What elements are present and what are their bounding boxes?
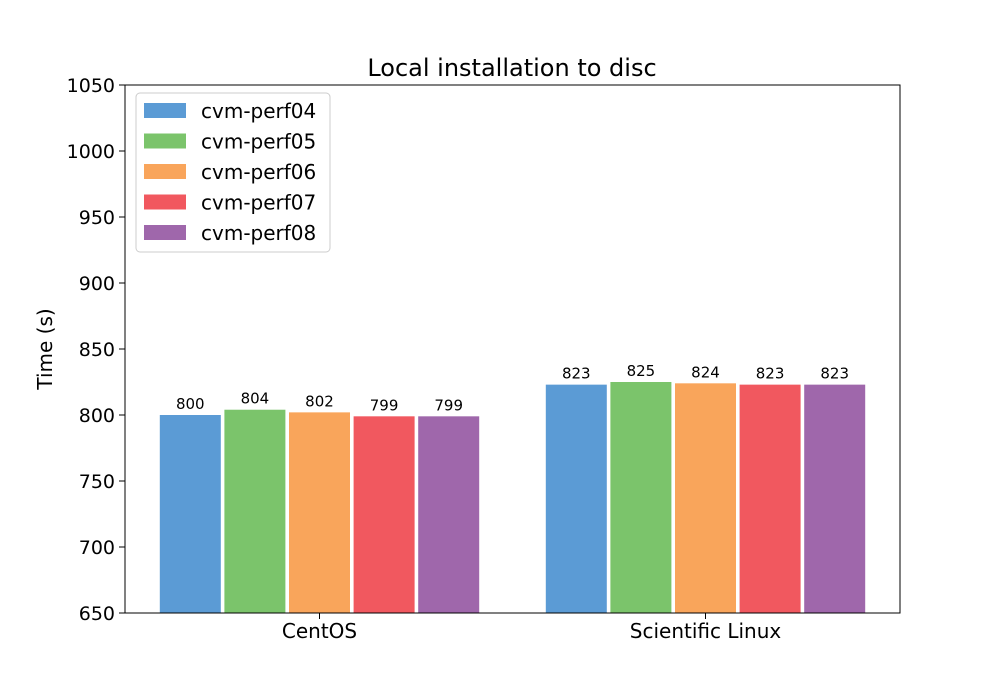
chart-title: Local installation to disc — [367, 54, 656, 82]
legend-label: cvm-perf08 — [201, 221, 316, 245]
bar-value-label: 800 — [176, 395, 205, 413]
bar-cvm-perf05-scientific-linux — [610, 382, 672, 613]
legend-swatch — [144, 164, 186, 179]
y-tick-label: 650 — [79, 603, 115, 625]
y-axis-label: Time (s) — [33, 308, 57, 390]
x-tick-label: CentOS — [282, 619, 357, 643]
bar-value-label: 799 — [370, 396, 399, 414]
legend-label: cvm-perf05 — [201, 130, 316, 154]
legend-swatch — [144, 133, 186, 149]
plot-area-frame — [124, 84, 901, 614]
bar-cvm-perf08-scientific-linux — [804, 384, 866, 613]
legend-swatch — [144, 225, 186, 240]
legend-label: cvm-perf04 — [201, 99, 316, 123]
bar-value-label: 802 — [305, 392, 334, 410]
legend: cvm-perf04 cvm-perf05 cvm-perf06 cvm-perf07… — [135, 92, 331, 253]
bar-cvm-perf06-scientific-linux — [675, 383, 736, 613]
bar-value-label: 825 — [627, 362, 656, 380]
bar-value-label: 823 — [756, 365, 785, 383]
bar-cvm-perf07-scientific-linux — [739, 384, 801, 613]
bar-value-label: 824 — [691, 363, 720, 381]
y-tick-label: 1050 — [67, 75, 115, 97]
x-tick-label: Scientific Linux — [630, 619, 782, 643]
legend-swatch — [144, 103, 186, 118]
legend-label: cvm-perf06 — [201, 160, 316, 184]
y-tick-label: 750 — [79, 471, 115, 493]
y-tick-label: 800 — [79, 405, 115, 427]
y-tick-label: 1000 — [67, 141, 115, 163]
bar-cvm-perf06-centos — [289, 412, 350, 613]
bar-cvm-perf05-centos — [224, 409, 286, 613]
y-tick-label: 950 — [79, 207, 115, 229]
y-tick-label: 900 — [79, 273, 115, 295]
y-ticks-group: 650 700 750 800 850 900 950 1000 1050 — [67, 75, 125, 625]
bar-cvm-perf08-centos — [418, 416, 480, 613]
bar-value-label: 823 — [562, 365, 591, 383]
bar-value-label: 823 — [820, 365, 849, 383]
bar-cvm-perf04-scientific-linux — [545, 384, 607, 613]
bar-cvm-perf07-centos — [353, 416, 415, 613]
bars-group: 800 804 802 799 799 823 825 824 823 823 — [159, 362, 866, 613]
y-tick-label: 700 — [79, 537, 115, 559]
bar-value-label: 804 — [241, 390, 270, 408]
bar-cvm-perf04-centos — [159, 415, 221, 613]
bar-value-label: 799 — [434, 396, 463, 414]
x-ticks-group: CentOS Scientific Linux — [282, 613, 782, 643]
legend-box — [135, 92, 331, 253]
y-tick-label: 850 — [79, 339, 115, 361]
legend-label: cvm-perf07 — [201, 191, 316, 215]
legend-swatch — [144, 194, 186, 210]
